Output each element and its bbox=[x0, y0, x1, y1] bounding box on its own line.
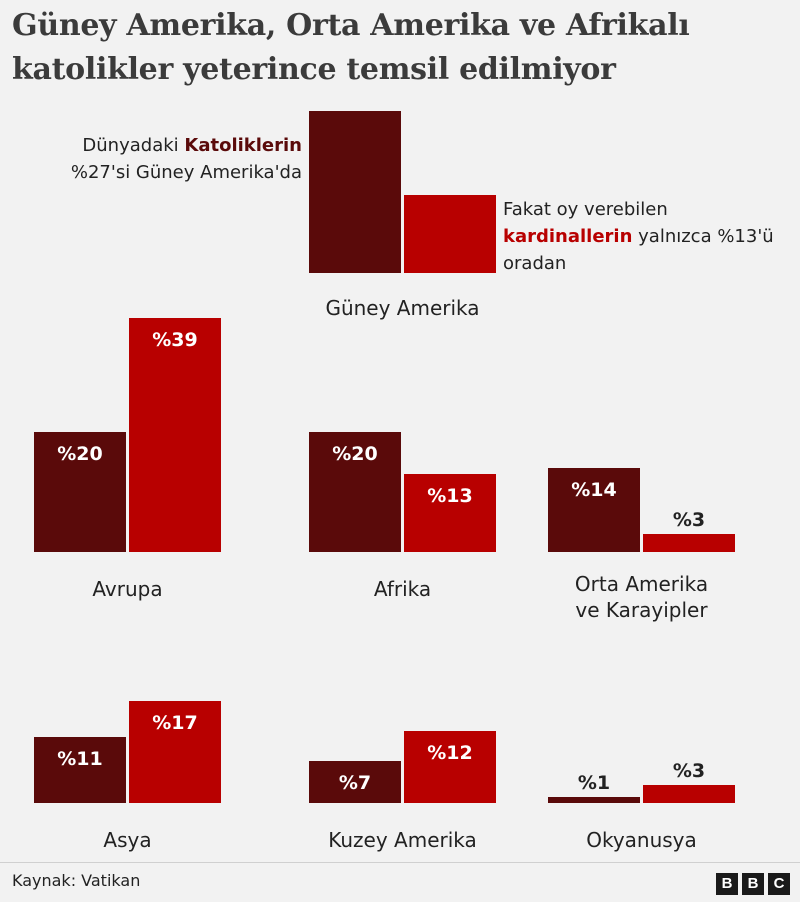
category-label-orta-amerika-ve-karayipler-line-2: ve Karayipler bbox=[575, 598, 708, 622]
bar-okyanusya-catholics bbox=[548, 797, 640, 803]
logo-letter-1: B bbox=[716, 873, 738, 895]
logo-letter-2: B bbox=[742, 873, 764, 895]
bar-avrupa-catholics bbox=[34, 432, 126, 552]
value-label-avrupa-catholics: %20 bbox=[57, 443, 102, 465]
bar-guney-amerika-cardinals bbox=[404, 195, 496, 273]
value-label-orta-amerika-ve-karayipler-cardinals: %3 bbox=[673, 509, 705, 531]
note-right-prefix: Fakat oy verebilen bbox=[503, 199, 668, 220]
bar-avrupa-cardinals bbox=[129, 318, 221, 552]
value-label-asya-cardinals: %17 bbox=[152, 712, 197, 734]
bbc-logo: B B C bbox=[716, 873, 790, 895]
bar-guney-amerika-catholics bbox=[309, 111, 401, 273]
category-label-asya: Asya bbox=[103, 828, 151, 852]
note-left-bold: Katoliklerin bbox=[184, 135, 302, 156]
note-right-suffix: yalnızca %13'ü oradan bbox=[503, 226, 774, 274]
value-label-avrupa-cardinals: %39 bbox=[152, 329, 197, 351]
south-america-catholics-note: Dünyadaki Katoliklerin %27'si Güney Amer… bbox=[40, 132, 302, 186]
bar-asya-cardinals bbox=[129, 701, 221, 803]
value-label-kuzey-amerika-catholics: %7 bbox=[339, 772, 371, 794]
value-label-okyanusya-cardinals: %3 bbox=[673, 760, 705, 782]
category-label-kuzey-amerika: Kuzey Amerika bbox=[328, 828, 477, 852]
chart-title: Güney Amerika, Orta Amerika ve Afrikalı … bbox=[12, 8, 690, 87]
category-label-guney-amerika: Güney Amerika bbox=[325, 296, 479, 320]
bar-okyanusya-cardinals bbox=[643, 785, 735, 803]
logo-letter-3: C bbox=[768, 873, 790, 895]
category-label-afrika: Afrika bbox=[374, 577, 431, 601]
value-label-afrika-catholics: %20 bbox=[332, 443, 377, 465]
source-text: Kaynak: Vatikan bbox=[12, 871, 141, 890]
bar-orta-amerika-ve-karayipler-cardinals bbox=[643, 534, 735, 552]
value-label-orta-amerika-ve-karayipler-catholics: %14 bbox=[571, 479, 616, 501]
category-label-orta-amerika-ve-karayipler-line-1: Orta Amerika bbox=[575, 572, 708, 596]
south-america-cardinals-note: Fakat oy verebilen kardinallerin yalnızc… bbox=[503, 196, 793, 277]
bar-kuzey-amerika-catholics bbox=[309, 761, 401, 803]
category-label-avrupa: Avrupa bbox=[92, 577, 162, 601]
bar-chart: Güney Amerika %20 %39 Avrupa %20 %13 Afrika %14… bbox=[34, 111, 735, 852]
value-label-afrika-cardinals: %13 bbox=[427, 485, 472, 507]
value-label-asya-catholics: %11 bbox=[57, 748, 102, 770]
bar-afrika-cardinals bbox=[404, 474, 496, 552]
note-right-bold: kardinallerin bbox=[503, 226, 633, 247]
bar-afrika-catholics bbox=[309, 432, 401, 552]
bar-kuzey-amerika-cardinals bbox=[404, 731, 496, 803]
category-label-okyanusya: Okyanusya bbox=[586, 828, 697, 852]
note-left-suffix: %27'si Güney Amerika'da bbox=[70, 162, 302, 183]
value-label-okyanusya-catholics: %1 bbox=[578, 772, 610, 794]
bar-asya-catholics bbox=[34, 737, 126, 803]
bar-orta-amerika-ve-karayipler-catholics bbox=[548, 468, 640, 552]
footer-divider bbox=[0, 862, 800, 863]
value-label-kuzey-amerika-cardinals: %12 bbox=[427, 742, 472, 764]
note-left-prefix: Dünyadaki bbox=[82, 135, 185, 156]
